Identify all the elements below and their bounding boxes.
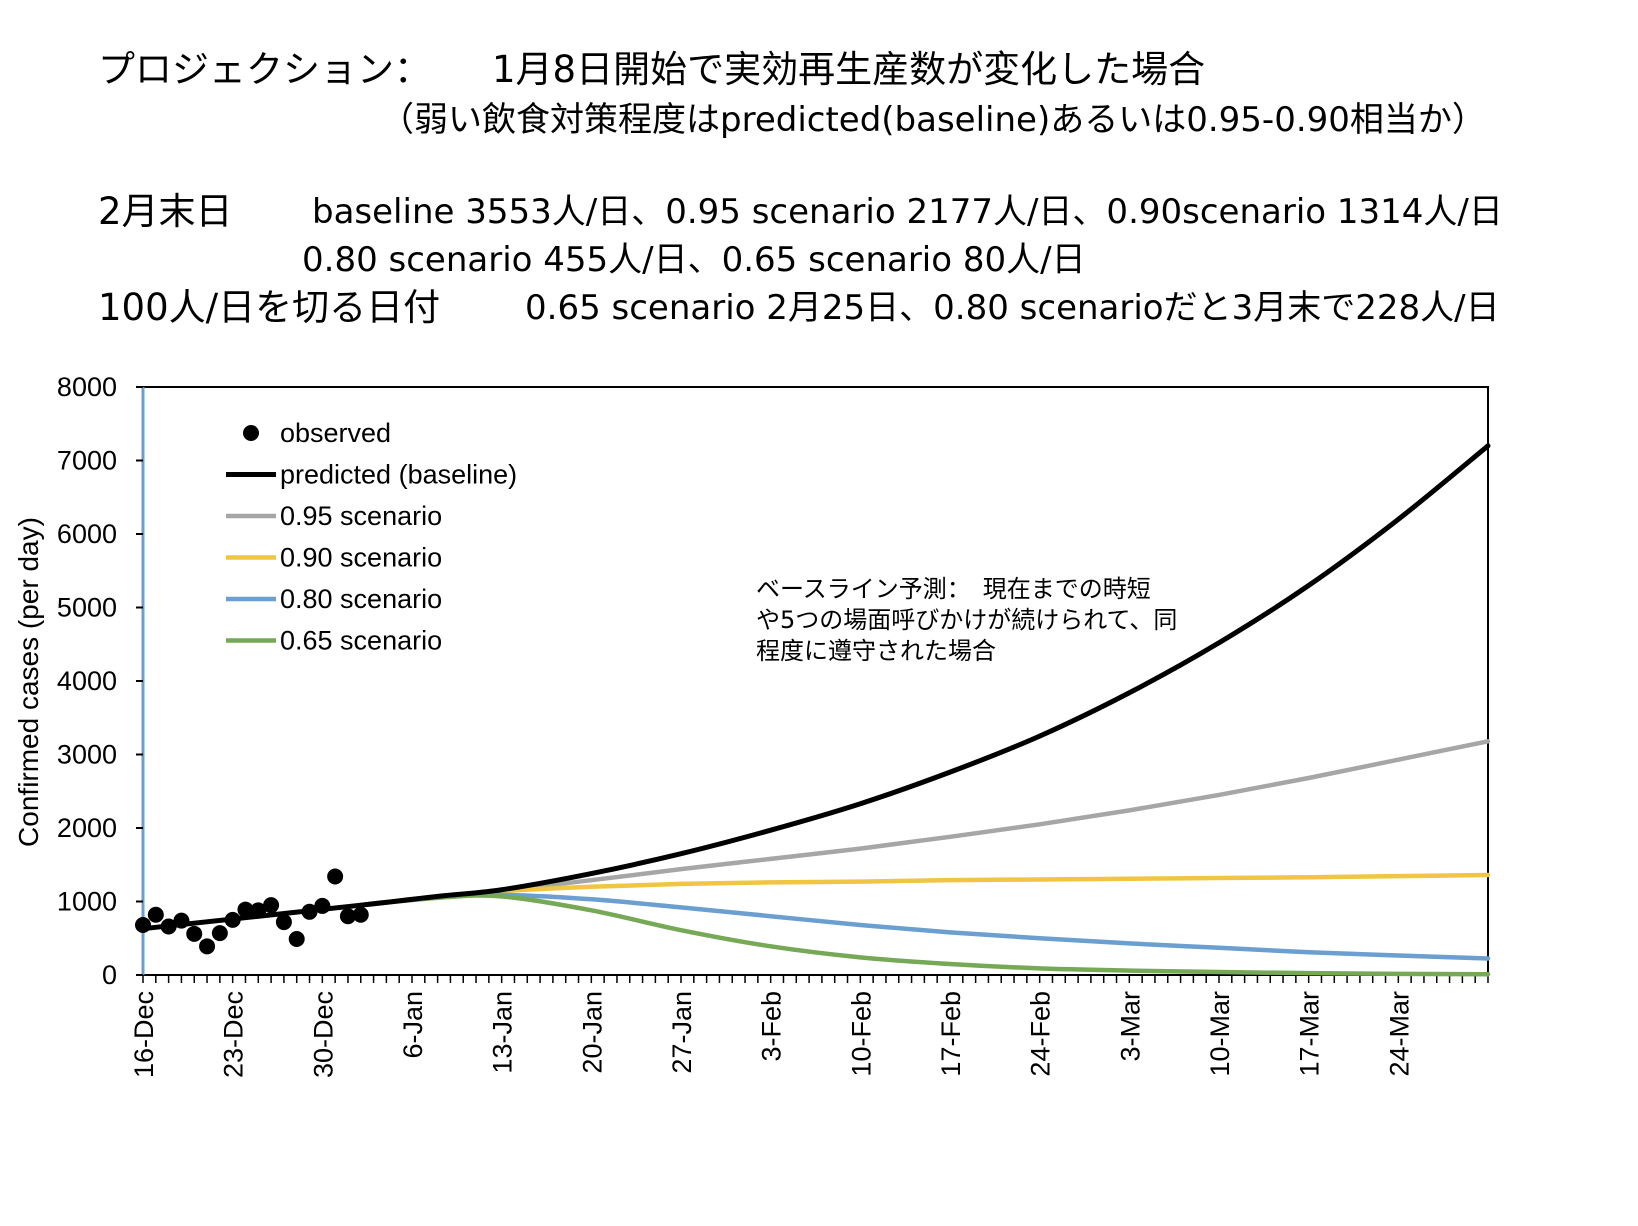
- x-tick-label: 20-Jan: [577, 991, 607, 1074]
- observed-point: [160, 918, 177, 935]
- observed-point: [352, 906, 369, 923]
- legend-label: 0.65 scenario: [280, 626, 442, 656]
- x-tick-label: 13-Jan: [488, 991, 518, 1074]
- observed-point: [211, 925, 228, 942]
- legend-label: predicted (baseline): [280, 460, 517, 490]
- y-tick-label: 0: [102, 960, 117, 990]
- x-tick-label: 30-Dec: [308, 991, 338, 1078]
- y-tick-label: 4000: [57, 666, 117, 696]
- observed-point: [339, 908, 356, 925]
- projection-chart: 0 1000 2000 3000 4000 5000 6000 7000 8000 16-Dec…: [13, 372, 1491, 1078]
- x-tick-label: 6-Jan: [398, 991, 428, 1059]
- observed-point: [263, 897, 280, 914]
- y-tick-label: 5000: [57, 593, 117, 623]
- header-line2-note: （弱い飲食対策程度はpredicted(baseline)あるいは0.95-0.…: [380, 100, 1486, 140]
- x-tick-label: 17-Mar: [1295, 991, 1325, 1077]
- observed-point: [199, 938, 216, 955]
- annotation-line: 程度に遵守された場合: [756, 637, 996, 665]
- header-end-feb-values-2: 0.80 scenario 455人/日、0.65 scenario 80人/日: [302, 240, 1086, 280]
- x-tick-label: 23-Dec: [219, 991, 249, 1078]
- x-tick-label: 17-Feb: [936, 991, 966, 1077]
- header-below-100-values: 0.65 scenario 2月25日、0.80 scenarioだと3月末で2…: [525, 288, 1500, 328]
- series-line-0-65-scenario: [358, 893, 1491, 977]
- x-tick-label: 3-Feb: [757, 991, 787, 1062]
- observed-point: [186, 925, 203, 942]
- observed-point: [314, 897, 331, 914]
- annotation-line: ベースライン予測： 現在までの時短: [756, 575, 1151, 603]
- observed-point: [288, 930, 305, 947]
- observed-point: [237, 901, 254, 918]
- y-tick-label: 2000: [57, 813, 117, 843]
- y-axis-title: Confirmed cases (per day): [13, 517, 44, 847]
- legend-label: 0.90 scenario: [280, 543, 442, 573]
- observed-point: [301, 903, 318, 920]
- x-tick-label: 10-Mar: [1205, 991, 1235, 1077]
- legend-label: 0.80 scenario: [280, 584, 442, 614]
- series-line-0-90-scenario: [358, 872, 1491, 908]
- observed-point: [173, 912, 190, 929]
- x-tick-label: 3-Mar: [1115, 991, 1145, 1062]
- legend-label-observed: observed: [280, 418, 391, 448]
- x-tick-label: 24-Mar: [1384, 991, 1414, 1077]
- series-line-predicted-baseline-: [140, 443, 1491, 932]
- legend-marker-observed: [243, 425, 259, 441]
- observed-point: [250, 902, 267, 919]
- annotation-line: や5つの場面呼びかけが続けられて、同: [756, 606, 1177, 634]
- x-tick-label: 27-Jan: [667, 991, 697, 1074]
- legend-label: 0.95 scenario: [280, 501, 442, 531]
- series-line-0-80-scenario: [358, 892, 1491, 961]
- observed-point: [147, 906, 164, 923]
- observed-point: [327, 868, 344, 885]
- y-tick-label: 3000: [57, 740, 117, 770]
- header-line1-title: 1月8日開始で実効再生産数が変化した場合: [492, 48, 1206, 91]
- y-tick-label: 1000: [57, 887, 117, 917]
- observed-point: [275, 914, 292, 931]
- x-tick-label: 10-Feb: [846, 991, 876, 1077]
- header-end-feb-values: baseline 3553人/日、0.95 scenario 2177人/日、0…: [312, 192, 1503, 232]
- y-tick-label: 7000: [57, 446, 117, 476]
- y-tick-label: 6000: [57, 519, 117, 549]
- header-end-feb-label: 2月末日: [98, 190, 233, 233]
- header-below-100-label: 100人/日を切る日付: [98, 286, 441, 329]
- observed-point: [135, 917, 151, 934]
- observed-point: [224, 911, 241, 928]
- x-tick-label: 16-Dec: [129, 991, 159, 1078]
- x-tick-label: 24-Feb: [1026, 991, 1056, 1077]
- y-tick-label: 8000: [57, 372, 117, 402]
- header-line1-prefix: プロジェクション：: [98, 48, 431, 91]
